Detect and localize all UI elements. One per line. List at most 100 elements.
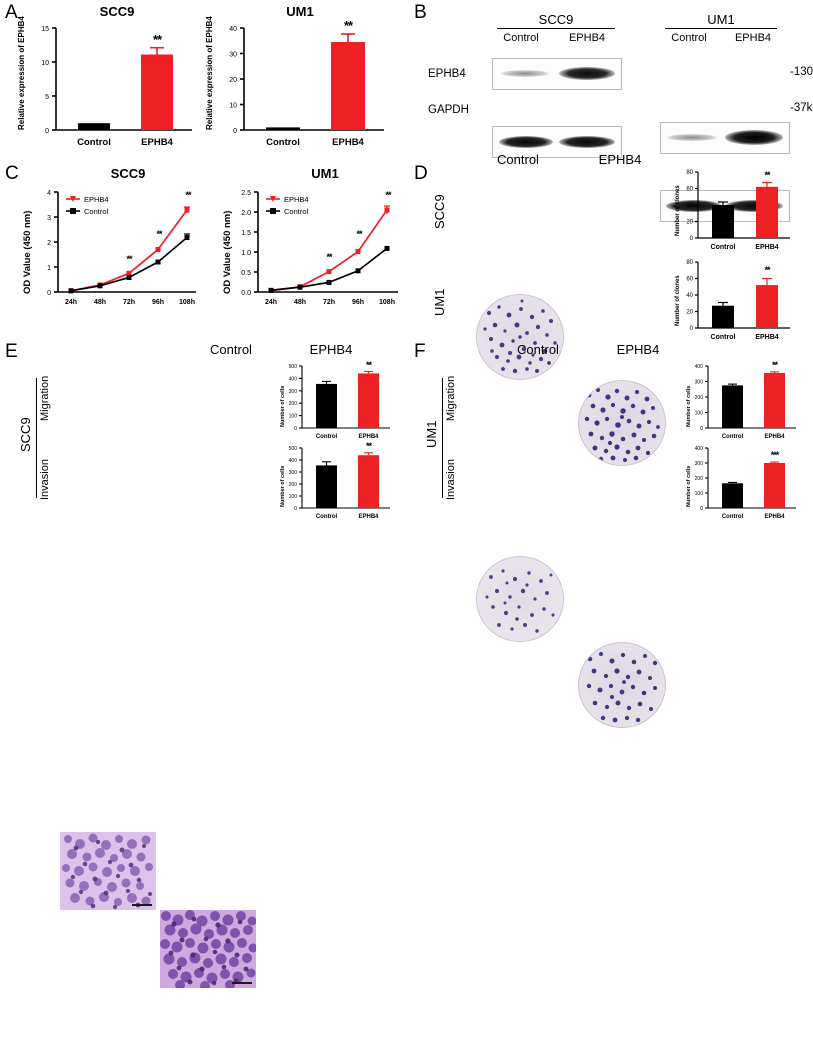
- ytick: 15: [41, 26, 49, 33]
- y-axis: 0 100 200 300 400: [695, 446, 709, 512]
- panelC-linechart-um1: 0.0 0.5 1.0 1.5 2.0 2.5 OD Value (450 nm…: [222, 190, 398, 306]
- blot-lane-label-scc9-control: Control: [503, 32, 539, 44]
- ytick: 100: [289, 494, 298, 500]
- ytick: 200: [289, 482, 298, 488]
- panelD-colony-image-um1-ephb4: [578, 642, 666, 728]
- xtick-ephb4: EPHB4: [755, 334, 778, 341]
- blot-lane-label-um1-control: Control: [671, 32, 707, 44]
- significance-marker-72h: **: [126, 254, 133, 264]
- panel-letter-f: F: [414, 341, 426, 362]
- panelD-ylabel: Number of clones: [675, 185, 681, 236]
- blot-group-label-scc9: SCC9: [497, 12, 615, 29]
- panelF-ylabel: Number of cells: [686, 466, 692, 507]
- blot-band-row-ephb4-scc9: [492, 58, 622, 90]
- y-axis: 0 100 200 300 400: [695, 364, 709, 432]
- panelA-barchart-um1: 0 10 20 30 40 Relative expression of EPH…: [205, 16, 384, 148]
- band-ephb4: [725, 130, 783, 145]
- ytick: 3: [47, 215, 51, 222]
- blot-protein-label-ephb4: EPHB4: [428, 68, 466, 80]
- ytick: 5: [45, 94, 49, 101]
- scale-bar: [232, 982, 252, 984]
- significance-marker: **: [772, 360, 779, 370]
- panel-letter-d: D: [414, 163, 428, 184]
- panelA-ylabel: Relative expression of EPHB4: [205, 16, 214, 130]
- blot-lane-label-scc9-ephb4: EPHB4: [568, 32, 606, 44]
- xtick-control: Control: [711, 334, 736, 341]
- ytick: 2.5: [241, 190, 251, 197]
- panelD-ylabel: Number of clones: [675, 275, 681, 326]
- x-tick-labels: 24h 48h 72h 96h 108h: [65, 299, 195, 306]
- panelD-colony-image-um1-control: [476, 556, 564, 642]
- significance-marker-96h: **: [356, 229, 363, 239]
- panelF-ylabel: Number of cells: [686, 386, 692, 427]
- colony-dots: [586, 652, 658, 723]
- significance-marker: **: [366, 441, 373, 451]
- panelA-chart-title-scc9: SCC9: [99, 4, 135, 19]
- bar-ephb4: [358, 373, 379, 428]
- ytick: 60: [686, 277, 693, 283]
- xtick-ephb4: EPHB4: [358, 514, 379, 520]
- panel-letter-a: A: [5, 2, 18, 23]
- legend: EPHB4 Control: [66, 195, 109, 216]
- ytick: 0.0: [241, 290, 251, 297]
- xtick: 24h: [65, 299, 77, 306]
- series-points-control: [268, 245, 390, 293]
- panelE-ylabel: Number of cells: [280, 386, 286, 427]
- panelD-colony-image-scc9-ephb4: [578, 380, 666, 466]
- ytick: 20: [686, 220, 693, 226]
- xtick-control: Control: [77, 137, 111, 148]
- ytick: 0: [700, 426, 703, 432]
- ytick: 1.0: [241, 250, 251, 257]
- legend-label-ephb4: EPHB4: [84, 195, 109, 204]
- ytick: 4: [47, 190, 51, 197]
- colony-dots: [485, 569, 555, 633]
- ytick: 400: [695, 364, 704, 370]
- ytick: 80: [686, 260, 693, 266]
- panelC-chart-title-um1: UM1: [311, 166, 339, 181]
- xtick-control: Control: [722, 514, 744, 520]
- panelF-row-label-invasion: Invasion: [445, 459, 457, 501]
- legend-label-control: Control: [84, 207, 109, 216]
- legend-label-control: Control: [284, 207, 309, 216]
- blot-band-row-gapdh-scc9: [492, 126, 622, 158]
- ytick: 10: [41, 60, 49, 67]
- panelD-barchart-scc9: 0 20 40 60 80 Number of clones ** Contro…: [675, 170, 790, 251]
- ytick: 0: [45, 128, 49, 135]
- ytick: 300: [289, 389, 298, 395]
- panelD-row-label-scc9: SCC9: [432, 194, 447, 230]
- ytick: 0: [294, 426, 297, 432]
- panel-letter-e: E: [5, 341, 18, 362]
- xtick-ephb4: EPHB4: [141, 137, 173, 148]
- band-control: [501, 70, 549, 77]
- ytick: 400: [289, 458, 298, 464]
- ytick: 20: [686, 310, 693, 316]
- panel-letter-b: B: [414, 2, 427, 23]
- panel-letter-c: C: [5, 163, 19, 184]
- xtick-control: Control: [722, 434, 744, 440]
- ytick: 0: [700, 506, 703, 512]
- ytick: 2.0: [241, 210, 251, 217]
- ytick: 40: [686, 203, 693, 209]
- band-control: [666, 200, 722, 212]
- ytick: 500: [289, 446, 298, 452]
- significance-marker-108h: **: [385, 190, 392, 200]
- ytick: 200: [695, 395, 704, 401]
- blot-band-row-ephb4-um1: [660, 122, 790, 154]
- ytick: 0: [294, 506, 297, 512]
- legend: EPHB4 Control: [266, 195, 309, 216]
- panelD-colony-image-scc9-control: [476, 294, 564, 380]
- significance-marker: **: [764, 265, 771, 275]
- bar-control: [722, 483, 743, 508]
- ytick: 300: [289, 470, 298, 476]
- ytick: 100: [695, 491, 704, 497]
- ytick: 1: [47, 265, 51, 272]
- xtick: 48h: [294, 299, 306, 306]
- xtick-ephb4: EPHB4: [764, 434, 785, 440]
- xtick: 72h: [123, 299, 135, 306]
- panelD-row-label-um1: UM1: [432, 288, 447, 316]
- panelC-chart-title-scc9: SCC9: [110, 166, 146, 181]
- ytick: 100: [289, 414, 298, 420]
- series-line-ephb4: [270, 209, 388, 292]
- panelC-linechart-scc9: 0 1 2 3 4 OD Value (450 nm) EPHB4 Contro…: [22, 190, 196, 306]
- xtick-ephb4: EPHB4: [332, 137, 364, 148]
